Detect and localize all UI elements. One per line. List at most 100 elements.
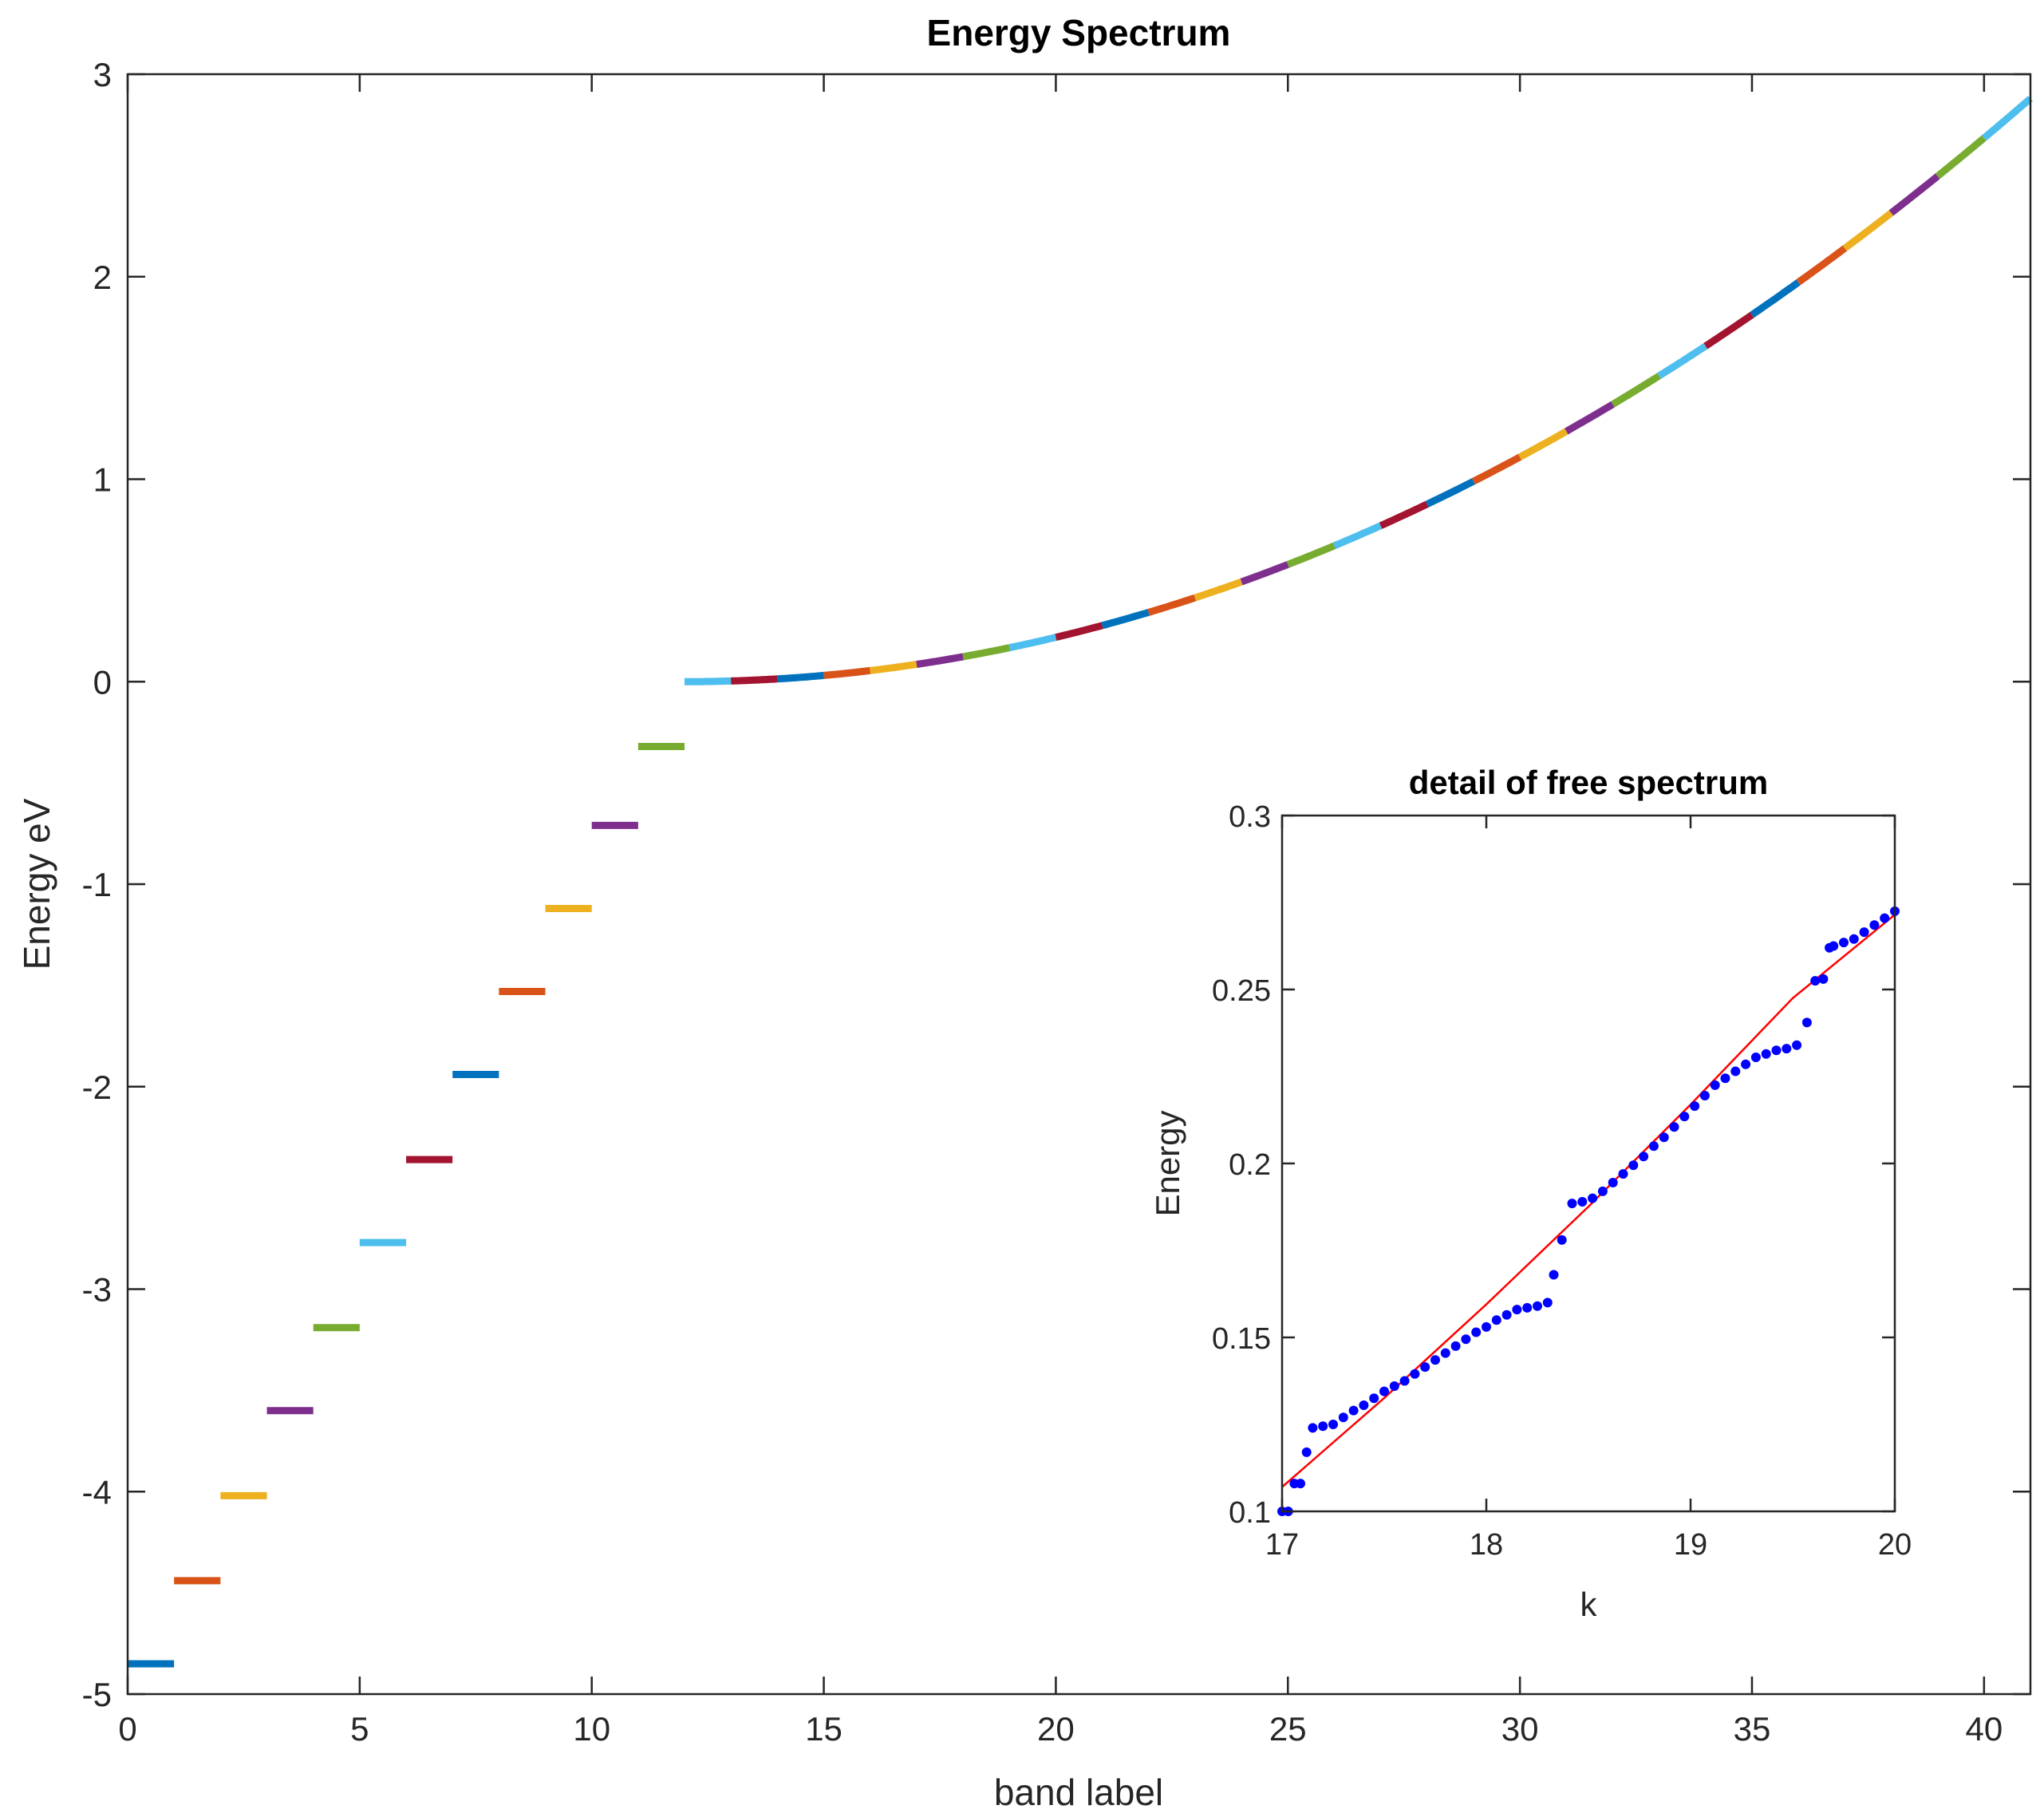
main-y-tick-label: -2	[82, 1068, 112, 1106]
inset-data-point	[1359, 1400, 1369, 1410]
main-x-tick-label: 0	[118, 1710, 136, 1748]
free-band-39	[1888, 173, 1940, 216]
inset-data-point	[1318, 1421, 1328, 1432]
main-y-tick-label: 1	[93, 461, 112, 499]
inset-data-point	[1839, 938, 1849, 948]
inset-data-point	[1597, 1186, 1608, 1196]
inset-data-point	[1639, 1151, 1649, 1162]
main-y-tick-label: -4	[82, 1473, 112, 1511]
inset-data-point	[1491, 1315, 1501, 1325]
free-band-26	[1286, 542, 1336, 568]
inset-title: detail of free spectrum	[1409, 764, 1768, 801]
main-y-tick-label: 2	[93, 259, 112, 296]
main-x-tick-label: 25	[1269, 1710, 1307, 1748]
inset-data-point	[1588, 1193, 1598, 1203]
free-band-31	[1517, 428, 1569, 460]
main-x-tick-label: 5	[350, 1710, 369, 1748]
inset-data-point	[1859, 927, 1869, 938]
main-x-tick-label: 35	[1734, 1710, 1771, 1748]
free-band-20	[1008, 634, 1057, 652]
free-band-27	[1332, 522, 1383, 550]
inset-data-point	[1522, 1302, 1533, 1313]
inset-data-point	[1849, 934, 1859, 944]
inset-data-point	[1810, 976, 1821, 986]
free-band-35	[1703, 311, 1754, 350]
inset-data-point	[1471, 1327, 1482, 1337]
inset-chart: 17 18 19 20 0.1 0.15 0.2 0.25 0.3 detail of free…	[1149, 764, 1912, 1623]
inset-data-point	[1750, 1053, 1761, 1062]
free-band-32	[1565, 401, 1615, 435]
inset-data-point	[1461, 1334, 1471, 1345]
inset-data-point	[1348, 1405, 1359, 1416]
inset-data-point	[1420, 1362, 1430, 1373]
inset-x-tick-label: 18	[1470, 1528, 1503, 1562]
inset-data-point	[1501, 1309, 1512, 1320]
inset-data-point	[1430, 1355, 1440, 1365]
inset-data-point	[1512, 1305, 1522, 1315]
main-y-tick-label: 0	[93, 663, 112, 701]
inset-data-point	[1771, 1045, 1782, 1056]
inset-data-point	[1818, 974, 1829, 984]
free-band-29	[1425, 478, 1476, 508]
free-band-37	[1796, 245, 1848, 286]
inset-data-point	[1679, 1112, 1690, 1122]
free-band-33	[1611, 373, 1662, 408]
inset-y-tick-label: 0.2	[1229, 1148, 1271, 1182]
inset-data-point	[1699, 1091, 1710, 1100]
inset-data-point	[1369, 1393, 1379, 1404]
free-band-28	[1379, 500, 1429, 529]
inset-data-point	[1440, 1348, 1450, 1358]
inset-y-axis-label: Energy	[1149, 1110, 1186, 1216]
free-band-38	[1842, 210, 1894, 251]
free-band-15	[777, 671, 825, 683]
inset-data-point	[1801, 1017, 1812, 1028]
inset-x-tick-label: 17	[1265, 1528, 1299, 1562]
inset-data-point	[1557, 1234, 1567, 1245]
free-band-36	[1750, 279, 1801, 318]
free-band-16	[823, 666, 871, 679]
inset-x-tick-label: 20	[1878, 1528, 1912, 1562]
inset-data-point	[1761, 1049, 1771, 1059]
inset-data-point	[1410, 1369, 1420, 1379]
inset-data-point	[1880, 913, 1890, 923]
inset-data-point	[1338, 1412, 1348, 1423]
inset-data-point	[1648, 1141, 1659, 1151]
free-band-41	[1981, 96, 2033, 141]
free-band-21	[1055, 622, 1103, 641]
main-x-tick-label: 10	[573, 1710, 610, 1748]
main-y-tick-label: -1	[82, 866, 112, 903]
main-x-tick-label: 20	[1037, 1710, 1075, 1748]
inset-data-point	[1741, 1059, 1751, 1069]
free-band-23	[1147, 594, 1197, 616]
inset-data-point	[1301, 1447, 1312, 1457]
main-marks	[128, 96, 2033, 1668]
inset-data-point	[1829, 941, 1839, 951]
inset-data-point	[1628, 1160, 1639, 1171]
inset-data-point	[1533, 1301, 1542, 1311]
inset-data-point	[1296, 1479, 1305, 1489]
inset-data-point	[1379, 1386, 1389, 1396]
free-band-14	[731, 675, 778, 685]
inset-ticks: 17 18 19 20 0.1 0.15 0.2 0.25 0.3	[1212, 800, 1912, 1562]
main-y-tick-label: -3	[82, 1271, 112, 1309]
inset-data-point	[1608, 1178, 1618, 1187]
inset-data-point	[1328, 1420, 1338, 1429]
main-x-axis-label: band label	[994, 1772, 1163, 1813]
inset-data-point	[1782, 1044, 1792, 1054]
inset-data-point	[1720, 1073, 1730, 1084]
inset-data-point	[1567, 1199, 1577, 1209]
inset-data-point	[1542, 1298, 1553, 1308]
main-x-tick-label: 15	[805, 1710, 842, 1748]
main-x-tick-label: 40	[1965, 1710, 2003, 1748]
free-band-40	[1935, 135, 1987, 180]
inset-y-tick-label: 0.3	[1229, 800, 1271, 834]
free-band-34	[1657, 342, 1708, 379]
free-band-30	[1471, 453, 1522, 485]
inset-data-point	[1450, 1341, 1461, 1351]
main-y-axis-label: Energy eV	[16, 798, 57, 970]
main-y-tick-label: 3	[93, 56, 112, 93]
inset-marks	[1277, 906, 1900, 1516]
main-y-tick-label: -5	[82, 1676, 112, 1713]
main-x-tick-label: 30	[1501, 1710, 1539, 1748]
inset-data-point	[1308, 1423, 1318, 1433]
